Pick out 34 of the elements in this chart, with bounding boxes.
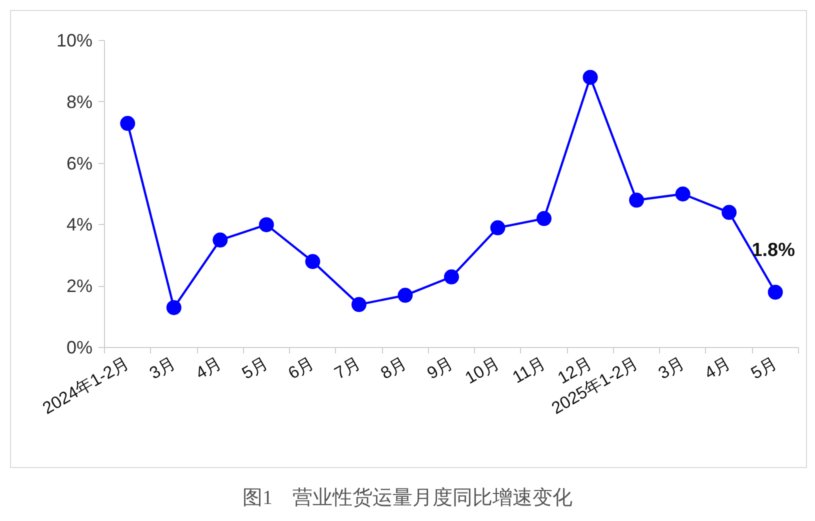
x-tick-label: 7月 bbox=[331, 353, 364, 383]
point bbox=[166, 300, 182, 316]
point bbox=[444, 269, 459, 284]
point bbox=[722, 204, 737, 220]
x-tick-label: 10月 bbox=[462, 353, 503, 388]
x-tick-label: 9月 bbox=[424, 353, 456, 383]
x-tick-label: 8月 bbox=[378, 353, 410, 383]
y-tick-label: 4% bbox=[66, 214, 92, 235]
point bbox=[490, 220, 506, 236]
point bbox=[258, 217, 274, 232]
y-tick-label: 10% bbox=[56, 30, 93, 50]
point bbox=[305, 254, 320, 270]
data-label: 1.8% bbox=[752, 240, 796, 262]
x-tick-label: 4月 bbox=[701, 353, 734, 383]
point bbox=[120, 116, 136, 131]
point bbox=[536, 211, 552, 226]
point bbox=[212, 232, 228, 248]
x-tick-label: 6月 bbox=[285, 353, 318, 383]
x-tick-label: 5月 bbox=[748, 353, 780, 383]
x-tick-label: 4月 bbox=[192, 353, 225, 383]
point bbox=[351, 297, 366, 312]
x-tick-label: 3月 bbox=[146, 353, 179, 383]
point bbox=[675, 186, 690, 202]
text: 图1 营业性货运量月度同比增速变化 bbox=[242, 486, 572, 511]
point bbox=[398, 288, 413, 303]
y-tick-label: 8% bbox=[66, 92, 92, 112]
x-tick-label: 11月 bbox=[509, 353, 549, 388]
point bbox=[768, 284, 783, 300]
point bbox=[629, 192, 644, 208]
y-tick-label: 6% bbox=[66, 153, 92, 174]
x-tick-label: 5月 bbox=[238, 353, 272, 383]
y-tick-label: 2% bbox=[66, 276, 92, 296]
x-tick-label: 3月 bbox=[655, 353, 688, 383]
point bbox=[582, 70, 598, 85]
